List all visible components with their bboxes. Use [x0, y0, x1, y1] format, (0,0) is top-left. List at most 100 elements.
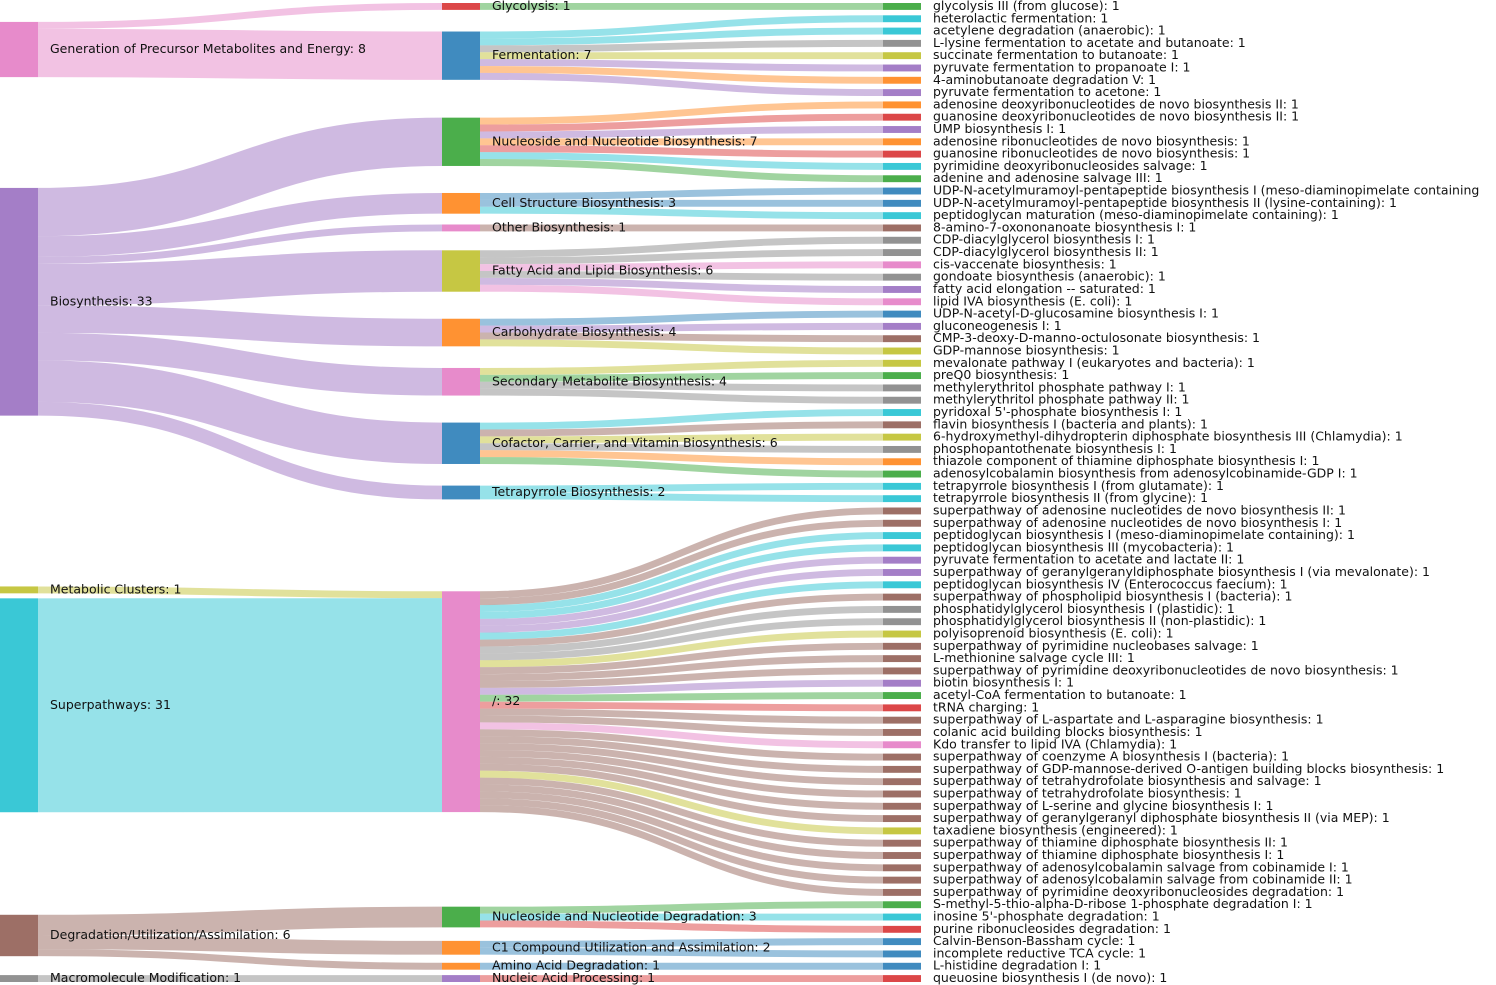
node-label: Cofactor, Carrier, and Vitamin Biosynthe…	[492, 435, 778, 450]
node	[442, 591, 480, 813]
link	[37, 935, 443, 955]
link	[479, 372, 884, 382]
link	[479, 450, 884, 466]
node	[883, 852, 921, 859]
node	[883, 15, 921, 23]
node-label: Kdo transfer to lipid IVA (Chlamydia): 1	[933, 736, 1177, 751]
node-label: peptidoglycan biosynthesis III (mycobact…	[933, 539, 1234, 554]
node-label: superpathway of adenosylcobalamin salvag…	[933, 859, 1349, 874]
node	[883, 384, 921, 392]
link	[479, 457, 884, 478]
node	[442, 367, 480, 396]
link	[479, 482, 884, 493]
node	[883, 544, 921, 552]
node-label: superpathway of coenzyme A biosynthesis …	[933, 749, 1289, 764]
node	[442, 318, 480, 347]
node-label: superpathway of geranylgeranyl diphospha…	[933, 810, 1390, 825]
node	[883, 187, 921, 195]
node	[883, 950, 921, 958]
link	[37, 3, 443, 29]
node-label: biotin biosynthesis I: 1	[933, 675, 1074, 690]
link	[479, 433, 884, 444]
link	[479, 532, 884, 612]
link	[479, 409, 884, 430]
node-label: superpathway of GDP-mannose-derived O-an…	[933, 761, 1444, 776]
links	[37, 2, 884, 983]
node	[883, 532, 921, 540]
node-label: adenine and adenosine salvage III: 1	[933, 170, 1163, 185]
node	[0, 21, 38, 78]
link	[479, 310, 884, 326]
node	[883, 199, 921, 207]
link	[479, 206, 884, 220]
node-label: adenosylcobalamin biosynthesis from aden…	[933, 466, 1358, 481]
node-label: adenosine ribonucleotides de novo biosyn…	[933, 133, 1250, 148]
link	[479, 544, 884, 619]
link	[479, 743, 884, 786]
link	[479, 507, 884, 599]
link	[37, 117, 443, 237]
node	[883, 507, 921, 515]
link	[37, 586, 443, 599]
node	[883, 605, 921, 613]
link	[479, 388, 884, 404]
node-label: 6-hydroxymethyl-dihydropterin diphosphat…	[933, 429, 1403, 444]
link	[479, 443, 884, 453]
node-label: succinate fermentation to butanoate: 1	[933, 47, 1179, 62]
node-label: pyrimidine deoxyribonucleosides salvage:…	[933, 158, 1208, 173]
node	[883, 27, 921, 35]
node-label: incomplete reductive TCA cycle: 1	[933, 945, 1146, 960]
node	[883, 593, 921, 601]
node-label: superpathway of adenosine nucleotides de…	[933, 502, 1346, 517]
node-label: L-methionine salvage cycle III: 1	[933, 650, 1135, 665]
link	[479, 332, 884, 343]
node-label: Amino Acid Degradation: 1	[492, 958, 660, 973]
link	[479, 630, 884, 668]
link	[479, 642, 884, 675]
link	[479, 798, 884, 884]
node	[883, 753, 921, 761]
node	[883, 372, 921, 380]
link	[37, 250, 443, 306]
node	[883, 175, 921, 183]
node	[883, 975, 921, 982]
node	[883, 52, 921, 60]
link	[37, 332, 443, 396]
node	[883, 495, 921, 503]
node	[883, 556, 921, 564]
node-label: UDP-N-acetylmuramoyl-pentapeptide biosyn…	[933, 183, 1479, 198]
link	[479, 556, 884, 626]
node-label: Nucleoside and Nucleotide Degradation: 3	[492, 909, 757, 924]
node	[883, 913, 921, 921]
node-label: polyisoprenoid biosynthesis (E. coli): 1	[933, 626, 1174, 641]
link	[37, 28, 443, 80]
node-label: UMP biosynthesis I: 1	[933, 121, 1066, 136]
node	[883, 409, 921, 416]
node-label: tetrapyrrole biosynthesis I (from glutam…	[933, 478, 1224, 493]
node-label: superpathway of pyrimidine deoxyribonucl…	[933, 662, 1399, 677]
node	[883, 482, 921, 490]
node	[883, 519, 921, 527]
node-label: L-lysine fermentation to acetate and but…	[933, 35, 1246, 50]
node-label: gluconeogenesis I: 1	[933, 318, 1062, 333]
node	[442, 31, 480, 80]
link	[479, 101, 884, 125]
node-label: Superpathways: 31	[50, 697, 171, 712]
node	[883, 790, 921, 798]
node	[883, 679, 921, 687]
link	[479, 113, 884, 132]
link	[479, 492, 884, 503]
link	[479, 722, 884, 749]
link	[479, 569, 884, 633]
node-label: methylerythritol phosphate pathway I: 1	[933, 379, 1186, 394]
node-label: lipid IVA biosynthesis (E. coli): 1	[933, 293, 1132, 308]
link	[479, 901, 884, 914]
link	[479, 277, 884, 293]
nodes	[0, 3, 921, 982]
link	[479, 791, 884, 872]
link	[479, 756, 884, 810]
node	[883, 249, 921, 257]
link	[479, 271, 884, 281]
